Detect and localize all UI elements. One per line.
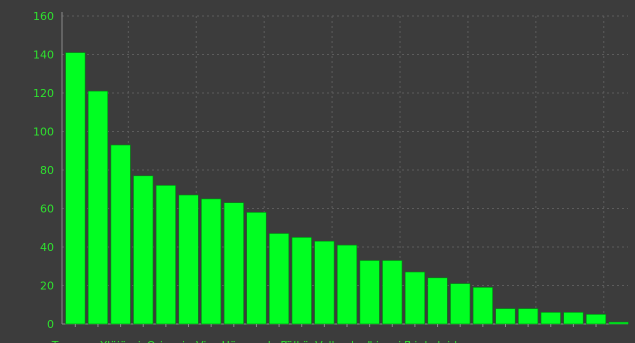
bar — [450, 283, 471, 325]
x-tick-label: Juupajoki — [366, 339, 417, 343]
bar — [518, 308, 539, 325]
bar — [495, 308, 516, 325]
bar — [382, 260, 403, 325]
x-tick-label: Valkeakoski — [315, 339, 379, 343]
bar — [472, 287, 493, 325]
x-tick-label: Hämeenkyrö — [222, 339, 292, 343]
bar — [585, 314, 607, 325]
bar — [246, 212, 267, 325]
bar — [427, 277, 448, 325]
bar — [201, 198, 222, 325]
bar — [336, 244, 358, 325]
y-tick-label: 20 — [40, 280, 54, 293]
bar — [404, 271, 426, 325]
y-tick-label: 0 — [47, 318, 54, 331]
x-tick-label: Virrat — [196, 339, 227, 343]
x-tick-label: Ylöjärvi — [99, 339, 140, 343]
bar — [178, 194, 199, 325]
bar — [291, 237, 312, 325]
bar — [155, 185, 176, 325]
bar — [608, 321, 629, 325]
bar — [133, 175, 154, 325]
y-tick-label: 40 — [40, 241, 54, 254]
bar — [359, 260, 380, 325]
y-tick-label: 120 — [33, 87, 54, 100]
y-tick-label: 100 — [33, 126, 54, 139]
bar — [65, 52, 86, 325]
x-tick-label: Pälkäne — [280, 339, 323, 343]
y-tick-label: 140 — [33, 49, 54, 62]
x-tick-label: Orivesi — [147, 339, 185, 343]
bar — [268, 233, 290, 325]
bar — [87, 90, 108, 325]
x-tick-label: Tampere — [51, 339, 99, 343]
y-tick-label: 80 — [40, 164, 54, 177]
y-tick-label: 60 — [40, 203, 54, 216]
bar — [314, 240, 335, 325]
y-tick-label: 160 — [33, 10, 54, 23]
x-tick-label: Punkalaidun — [404, 339, 471, 343]
bar — [223, 202, 244, 325]
bar — [540, 312, 561, 325]
bar — [563, 312, 584, 325]
bar — [110, 144, 131, 325]
